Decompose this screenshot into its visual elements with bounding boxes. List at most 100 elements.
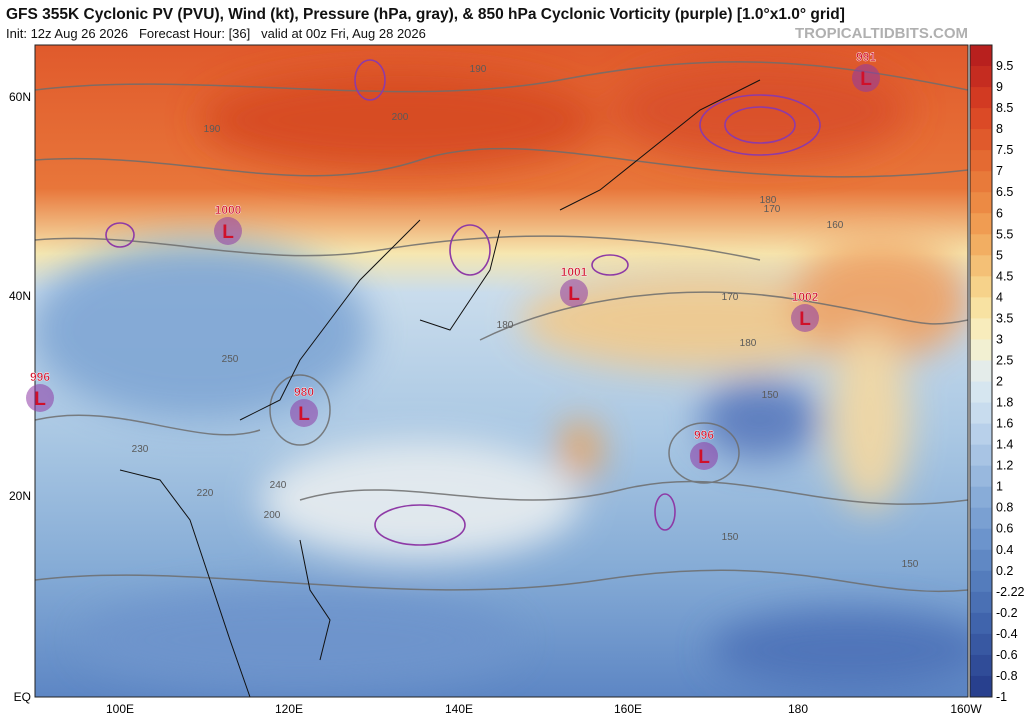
low-pressure: 996 [694, 428, 714, 442]
low-symbol: L [860, 69, 872, 90]
contour-label: 180 [760, 195, 777, 206]
colorbar-label: 9 [996, 80, 1003, 94]
contour-label: 160 [827, 220, 844, 231]
contour-label: 190 [470, 64, 487, 75]
colorbar-label: 3 [996, 332, 1003, 346]
colorbar-label: 0.2 [996, 564, 1013, 578]
colorbar-label: -2.22 [996, 585, 1024, 599]
colorbar-label: -1 [996, 690, 1007, 704]
colorbar-label: 6 [996, 206, 1003, 220]
low-symbol: L [298, 404, 310, 425]
colorbar-segment [970, 87, 992, 109]
colorbar-segment [970, 381, 992, 404]
colorbar-label: 5.5 [996, 227, 1013, 241]
colorbar-label: 1.2 [996, 459, 1013, 473]
low-vorticity [852, 64, 880, 92]
colorbar-label: 8 [996, 122, 1003, 136]
colorbar-segment [970, 45, 992, 67]
map-area [35, 45, 968, 697]
colorbar-segment [970, 276, 992, 298]
low-pressure: 1002 [792, 290, 819, 304]
low-vorticity [690, 442, 718, 470]
subtitle: Init: 12z Aug 26 2026 Forecast Hour: [36… [6, 26, 426, 41]
colorbar-label: -0.4 [996, 627, 1018, 641]
colorbar-segment [970, 108, 992, 130]
colorbar-segment [970, 129, 992, 151]
colorbar-label: 9.5 [996, 59, 1013, 73]
contour-label: 150 [762, 390, 779, 401]
colorbar-label: 3.5 [996, 311, 1013, 325]
colorbar-label: 1 [996, 480, 1003, 494]
contour-label: 240 [270, 480, 287, 491]
contour-label: 150 [722, 532, 739, 543]
contour-label: 180 [740, 338, 757, 349]
colorbar-segment [970, 360, 992, 383]
colorbar-segment [970, 549, 992, 572]
watermark: TROPICALTIDBITS.COM [795, 25, 968, 42]
title: GFS 355K Cyclonic PV (PVU), Wind (kt), P… [6, 6, 845, 23]
lat-label: 60N [9, 90, 31, 104]
colorbar-segment [970, 486, 992, 509]
low-vorticity [214, 217, 242, 245]
colorbar-frame [969, 44, 993, 698]
colorbar-segment [970, 402, 992, 425]
contour-label: 220 [197, 488, 214, 499]
colorbar-segment [970, 465, 992, 488]
colorbar-segment [970, 570, 992, 593]
colorbar-label: 6.5 [996, 185, 1013, 199]
contour-label: 190 [204, 124, 221, 135]
colorbar-segment [970, 192, 992, 214]
colorbar-segment [970, 297, 992, 319]
lat-label: 20N [9, 489, 31, 503]
colorbar-segment [970, 66, 992, 88]
lat-label: EQ [14, 690, 31, 704]
low-vorticity [560, 279, 588, 307]
contour-label: 180 [497, 320, 514, 331]
colorbar: 9.5 9 8.5 8 7.5 7 6.5 6 5.5 5 4.5 4 3.5 3 2.5 2 1.8 1.6 1.… [969, 44, 1024, 704]
colorbar-segment [970, 423, 992, 446]
lon-label: 100E [106, 702, 134, 716]
colorbar-segment [970, 444, 992, 467]
contour-label: 170 [764, 204, 781, 215]
colorbar-label: 8.5 [996, 101, 1013, 115]
low-pressure: 996 [30, 370, 50, 384]
colorbar-label: -0.2 [996, 606, 1018, 620]
colorbar-label: 0.4 [996, 543, 1013, 557]
low-symbol: L [698, 447, 710, 468]
contour-label: 230 [132, 444, 149, 455]
low-pressure: 1001 [561, 265, 588, 279]
colorbar-segment [970, 150, 992, 172]
colorbar-label: 2 [996, 375, 1003, 389]
colorbar-segment [970, 318, 992, 340]
colorbar-label: 5 [996, 248, 1003, 262]
lon-label: 180 [788, 702, 808, 716]
colorbar-label: 1.4 [996, 438, 1013, 452]
low-pressure: 991 [856, 50, 876, 64]
low-vorticity [26, 384, 54, 412]
colorbar-label: 0.6 [996, 522, 1013, 536]
colorbar-segment [970, 633, 992, 656]
colorbar-label: 4.5 [996, 269, 1013, 283]
colorbar-label: 2.5 [996, 353, 1013, 367]
lat-label: 40N [9, 289, 31, 303]
low-pressure: 1000 [215, 203, 242, 217]
map-frame [34, 44, 969, 698]
contour-label: 200 [264, 510, 281, 521]
lon-label: 120E [275, 702, 303, 716]
colorbar-segment [970, 213, 992, 235]
low-symbol: L [799, 309, 811, 330]
colorbar-segment [970, 234, 992, 256]
colorbar-label: -0.6 [996, 648, 1018, 662]
contour-label: 200 [392, 112, 409, 123]
lon-label: 160W [950, 702, 982, 716]
colorbar-segment [970, 528, 992, 551]
colorbar-label: 1.6 [996, 417, 1013, 431]
colorbar-segment [970, 255, 992, 277]
low-symbol: L [568, 284, 580, 305]
colorbar-label: 7 [996, 164, 1003, 178]
low-symbol: L [34, 389, 46, 410]
colorbar-label: -0.8 [996, 669, 1018, 683]
contour-label: 150 [902, 559, 919, 570]
lon-label: 160E [614, 702, 642, 716]
